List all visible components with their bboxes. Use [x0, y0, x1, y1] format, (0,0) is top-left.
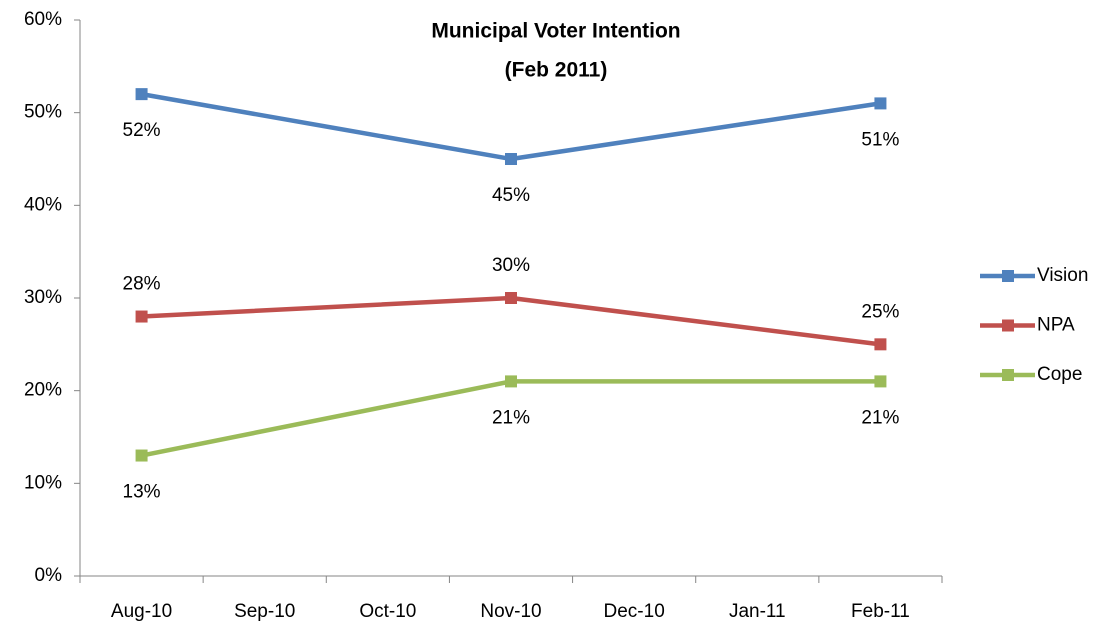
- data-label: 52%: [123, 120, 161, 141]
- marker: [135, 88, 148, 101]
- legend-label: NPA: [1037, 315, 1075, 336]
- legend-label: Vision: [1037, 265, 1088, 286]
- x-tick-label: Feb-11: [851, 601, 910, 622]
- x-tick-label: Aug-10: [111, 601, 172, 622]
- legend-marker: [1002, 270, 1014, 282]
- y-tick-label: 40%: [24, 194, 62, 215]
- marker: [505, 153, 517, 165]
- marker: [505, 375, 517, 388]
- data-label: 13%: [123, 482, 161, 503]
- data-label: 30%: [492, 255, 530, 276]
- legend-marker: [1002, 369, 1014, 381]
- y-tick-label: 20%: [24, 380, 62, 401]
- y-tick-label: 10%: [24, 472, 62, 493]
- marker: [135, 449, 148, 462]
- x-tick-label: Dec-10: [604, 601, 665, 622]
- x-tick-label: Sep-10: [234, 601, 295, 622]
- x-tick-label: Oct-10: [359, 601, 416, 622]
- x-tick-label: Jan-11: [729, 601, 786, 622]
- legend-marker: [1002, 319, 1014, 332]
- marker: [874, 97, 887, 110]
- chart-title: Municipal Voter Intention: [431, 20, 680, 43]
- data-label: 45%: [492, 185, 530, 206]
- marker: [135, 310, 148, 323]
- data-label: 28%: [123, 274, 161, 295]
- y-tick-label: 30%: [24, 287, 62, 308]
- marker: [505, 292, 517, 304]
- chart-subtitle: (Feb 2011): [505, 59, 608, 82]
- marker: [874, 338, 887, 351]
- y-tick-label: 50%: [24, 102, 62, 123]
- marker: [874, 375, 887, 388]
- data-label: 21%: [861, 407, 899, 428]
- y-tick-label: 60%: [24, 9, 62, 30]
- data-label: 21%: [492, 407, 530, 428]
- y-tick-label: 0%: [35, 565, 63, 586]
- legend-label: Cope: [1037, 364, 1082, 385]
- series-line: [141, 91, 881, 162]
- data-label: 25%: [861, 301, 899, 322]
- data-label: 51%: [861, 129, 899, 150]
- x-tick-label: Nov-10: [480, 601, 541, 622]
- series-line: [141, 295, 881, 347]
